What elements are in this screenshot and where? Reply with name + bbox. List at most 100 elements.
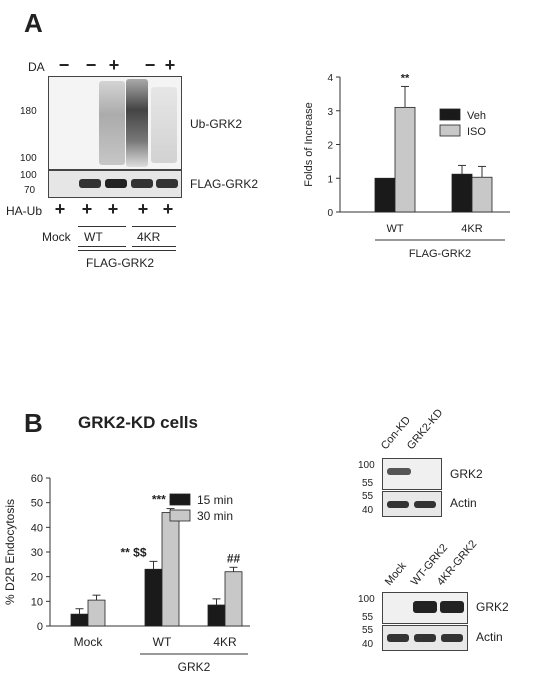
mw-marker: 100 — [20, 170, 37, 181]
ub-smear-lane2 — [99, 81, 125, 165]
y-tick-label: 30 — [31, 547, 43, 559]
y-axis-label: Folds of Increase — [303, 102, 315, 186]
y-tick-label: 60 — [31, 473, 43, 485]
y-tick-label: 3 — [327, 107, 333, 118]
blot-label-grk2: GRK2 — [450, 467, 483, 481]
ha-ub-label: HA-Ub — [6, 204, 43, 218]
blot-grk2-rescue — [382, 592, 468, 624]
band — [387, 501, 409, 508]
da-sign: + — [108, 55, 120, 75]
panel-letter-b: B — [24, 408, 43, 438]
x-tick-label: WT — [153, 635, 172, 649]
legend-label: ISO — [467, 126, 486, 138]
band — [79, 179, 101, 188]
da-sign: − — [58, 55, 70, 75]
ha-sign: + — [81, 199, 93, 219]
x-tick-label: 4KR — [213, 635, 237, 649]
y-tick-label: 50 — [31, 498, 43, 510]
lane-label-mock: Mock — [42, 230, 71, 244]
y-tick-label: 20 — [31, 572, 43, 584]
bar — [224, 571, 243, 627]
blot-grk2-kd — [382, 458, 442, 490]
mw-marker: 70 — [24, 185, 36, 196]
mw-marker: 100 — [358, 460, 375, 471]
band — [105, 179, 127, 188]
da-label: DA — [28, 60, 45, 74]
band — [387, 468, 411, 475]
band — [387, 634, 409, 642]
y-tick-label: 40 — [31, 522, 43, 534]
da-sign: + — [164, 55, 176, 75]
bar — [207, 604, 226, 627]
ha-sign: + — [54, 199, 66, 219]
blot-label-actin: Actin — [450, 496, 477, 510]
da-sign: − — [144, 55, 156, 75]
x-tick-label: 4KR — [461, 223, 482, 235]
y-axis-label: % D2R Endocytosis — [3, 499, 17, 605]
ub-smear-lane3 — [126, 79, 148, 167]
bar — [144, 568, 163, 627]
blot-actin-kd — [382, 491, 442, 517]
legend-label: 15 min — [197, 493, 233, 507]
group-label-flag-grk2: FLAG-GRK2 — [86, 256, 155, 270]
ha-sign: + — [162, 199, 174, 219]
lane-label-grk2-kd: GRK2-KD — [404, 406, 446, 452]
mw-marker: 55 — [362, 625, 374, 636]
panel-letter-a: A — [24, 8, 43, 38]
y-tick-label: 1 — [327, 174, 333, 185]
significance-annotation: ## — [227, 551, 241, 565]
mw-marker: 100 — [358, 594, 375, 605]
y-tick-label: 0 — [327, 208, 333, 219]
blot-label-flag-grk2: FLAG-GRK2 — [190, 177, 259, 191]
x-tick-label: WT — [386, 223, 403, 235]
bracket-wt-bottom — [78, 246, 126, 247]
bar — [451, 173, 473, 213]
band — [156, 179, 178, 188]
chart-folds-increase: 0 1 2 3 4 Folds of Increase ** WT 4KR FLAG-GRK2 Ve… — [303, 72, 510, 260]
bracket-4kr-bottom — [132, 246, 176, 247]
flag-grk2-blot — [48, 170, 182, 198]
lane-label-mock: Mock — [382, 560, 409, 588]
group-label: FLAG-GRK2 — [409, 248, 471, 260]
da-sign: − — [85, 55, 97, 75]
legend-swatch — [439, 124, 461, 137]
ub-grk2-blot — [48, 76, 182, 170]
y-tick-label: 10 — [31, 596, 43, 608]
mw-marker: 40 — [362, 505, 374, 516]
band — [414, 501, 436, 508]
blot-actin-rescue — [382, 625, 468, 651]
blot-label-ub-grk2: Ub-GRK2 — [190, 117, 243, 131]
y-tick-label: 4 — [327, 73, 333, 84]
band — [131, 179, 153, 188]
legend-swatch — [169, 509, 191, 522]
panel-b-title: GRK2-KD cells — [78, 413, 198, 432]
significance-annotation: ** — [401, 72, 410, 84]
mw-marker: 55 — [362, 612, 374, 623]
band — [414, 634, 436, 642]
bar — [394, 106, 416, 213]
bar — [87, 599, 106, 627]
ha-sign: + — [107, 199, 119, 219]
band — [413, 601, 437, 613]
ha-sign: + — [137, 199, 149, 219]
ub-smear-lane5 — [151, 87, 177, 163]
bracket-wt — [78, 226, 126, 227]
mw-marker: 55 — [362, 491, 374, 502]
significance-annotation: ** $$ — [120, 545, 146, 559]
legend-swatch — [439, 108, 461, 121]
mw-marker: 40 — [362, 639, 374, 650]
bar — [374, 177, 396, 213]
bracket-group — [78, 250, 176, 251]
y-tick-label: 2 — [327, 141, 333, 152]
legend-swatch — [169, 493, 191, 506]
lane-label-wt: WT — [84, 230, 103, 244]
band — [441, 634, 463, 642]
mw-marker: 180 — [20, 106, 37, 117]
lane-label-4kr: 4KR — [137, 230, 161, 244]
bracket-4kr — [132, 226, 176, 227]
group-label: GRK2 — [178, 660, 211, 674]
bar — [471, 176, 493, 213]
mw-marker: 100 — [20, 153, 37, 164]
bar — [161, 512, 180, 627]
